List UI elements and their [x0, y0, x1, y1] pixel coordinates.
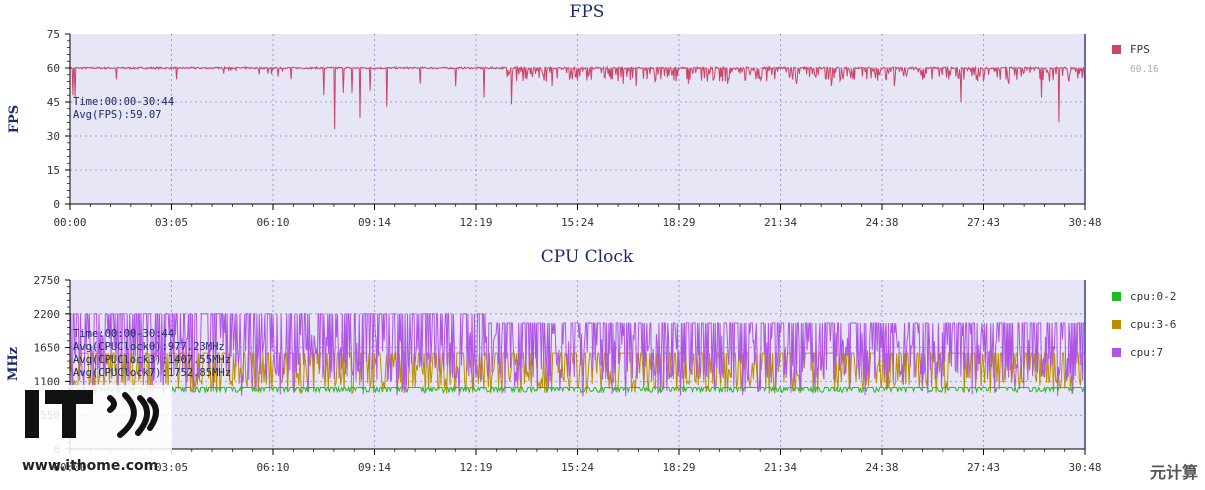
y-tick-label: 2750 [34, 274, 61, 287]
cpu-legend-label-7: cpu:7 [1130, 346, 1163, 359]
cpu-chart-title: CPU Clock [541, 247, 634, 267]
x-tick-label: 30:48 [1068, 216, 1101, 229]
cpu-legend-label-0-2: cpu:0-2 [1130, 290, 1176, 303]
x-tick-label: 24:38 [865, 216, 898, 229]
x-tick-label: 06:10 [256, 461, 289, 474]
x-tick-label: 09:14 [358, 461, 391, 474]
cpu-series-group [69, 313, 1085, 397]
x-tick-label: 03:05 [155, 461, 188, 474]
x-tick-label: 00:00 [53, 216, 86, 229]
watermark-logo-chinese-glyph [107, 392, 159, 438]
cpu-legend-swatch-0-2 [1112, 292, 1121, 301]
cpu-0-2-series-line [69, 385, 1085, 394]
fps-series-line [69, 65, 1086, 130]
x-tick-label: 24:38 [865, 461, 898, 474]
cpu-annotation-avg7: Avg(CPUClock7):1752.85MHz [73, 367, 231, 379]
cpu-y-axis-label: MHz [6, 347, 21, 381]
fps-annotation-avg: Avg(FPS):59.07 [73, 109, 162, 121]
cpu-chart: CPU Clock 2750220016501100550000:0003:05… [6, 247, 1176, 474]
cpu-annotation-avg0: Avg(CPUClock0):977.23MHz [73, 341, 225, 353]
x-tick-label: 27:43 [967, 461, 1000, 474]
x-tick-label: 27:43 [967, 216, 1000, 229]
y-tick-label: 1650 [34, 342, 61, 355]
fps-axes: 75 60 45 30 15 0 00:00 03:05 06:10 09:14 12:19 15:2… [47, 28, 1102, 229]
y-tick-label: 60 [47, 62, 60, 75]
fps-chart-title: FPS [570, 2, 605, 22]
cpu-legend-swatch-7 [1112, 348, 1121, 357]
x-tick-label: 12:19 [459, 461, 492, 474]
x-tick-label: 30:48 [1068, 461, 1101, 474]
x-tick-label: 06:10 [256, 216, 289, 229]
watermark-site-text: www.ithome.com [22, 458, 158, 474]
y-tick-label: 45 [47, 96, 60, 109]
x-tick-label: 18:29 [662, 216, 695, 229]
cpu-7-series-line [70, 313, 1085, 397]
ithome-watermark: www.ithome.com [22, 385, 172, 474]
corner-watermark: 元计算 [1150, 463, 1198, 482]
watermark-logo-t-stem [62, 390, 76, 438]
x-tick-label: 00:00 [53, 461, 86, 474]
y-tick-label: 2200 [34, 308, 61, 321]
cpu-legend-label-3-6: cpu:3-6 [1130, 318, 1176, 331]
y-tick-label: 15 [47, 164, 60, 177]
x-tick-label: 21:34 [764, 216, 797, 229]
y-tick-label: 0 [53, 198, 60, 211]
fps-legend-label: FPS [1130, 43, 1150, 56]
y-tick-label: 30 [47, 130, 60, 143]
fps-series-group [69, 65, 1086, 130]
fps-annotation-time: Time:00:00-30:44 [73, 96, 174, 108]
x-tick-label: 15:24 [561, 216, 594, 229]
y-tick-label: 75 [47, 28, 60, 41]
cpu-legend-swatch-3-6 [1112, 320, 1121, 329]
watermark-backdrop [22, 385, 172, 460]
fps-legend-value: 60.16 [1130, 64, 1159, 75]
cpu-annotation-time: Time:00:00-30:44 [73, 328, 174, 340]
x-tick-label: 15:24 [561, 461, 594, 474]
watermark-logo-i [25, 390, 39, 438]
x-tick-label: 03:05 [155, 216, 188, 229]
fps-legend-swatch [1112, 45, 1121, 54]
cpu-annotation-avg3: Avg(CPUClock3):1407.55MHz [73, 354, 231, 366]
x-tick-label: 09:14 [358, 216, 391, 229]
x-tick-label: 18:29 [662, 461, 695, 474]
cpu-3-6-series-line [69, 352, 1085, 395]
fps-chart: FPS 75 60 45 30 15 0 00:00 03:05 06:10 09:14 12:19… [7, 2, 1159, 229]
x-tick-label: 12:19 [459, 216, 492, 229]
fps-y-axis-label: FPS [7, 105, 22, 133]
x-tick-label: 21:34 [764, 461, 797, 474]
